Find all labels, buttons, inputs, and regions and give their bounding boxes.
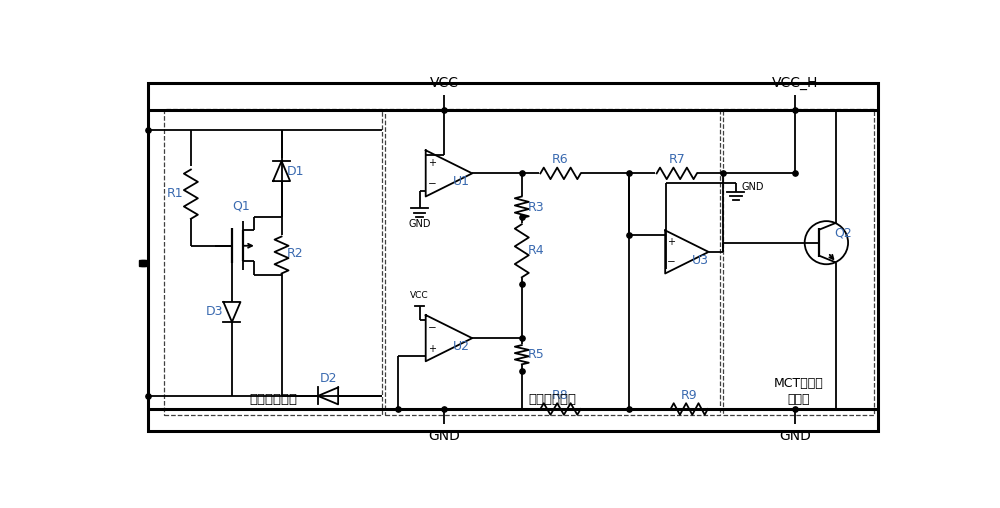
Text: GND: GND [408,219,431,229]
Text: D1: D1 [287,165,304,178]
Text: MCT高压开
关模块: MCT高压开 关模块 [774,377,823,406]
Text: VCC: VCC [430,76,459,90]
Bar [148,82,878,431]
Text: GND: GND [779,429,811,443]
Text: R2: R2 [287,247,304,260]
Text: R4: R4 [527,244,544,257]
Text: R6: R6 [552,153,569,166]
Text: D2: D2 [319,372,337,386]
Text: R3: R3 [527,201,544,214]
Text: +: + [428,343,436,354]
Text: R5: R5 [527,348,544,361]
Text: VCC_H: VCC_H [772,76,819,90]
Text: 电流检测模块: 电流检测模块 [249,393,297,406]
Text: −: − [428,323,436,333]
Text: −: − [667,257,676,267]
Text: Q2: Q2 [835,227,852,240]
Text: 差分放大模块: 差分放大模块 [529,393,577,406]
Text: +: + [428,158,436,168]
Text: R9: R9 [681,389,698,402]
Bar [164,109,382,415]
Text: Q1: Q1 [232,199,250,212]
Text: U2: U2 [453,340,470,353]
Bar [385,109,720,415]
Text: D3: D3 [206,305,224,319]
Text: R7: R7 [668,153,685,166]
Text: R1: R1 [167,187,184,200]
Text: −: − [428,179,436,189]
Text: +: + [667,237,675,247]
Text: R8: R8 [552,389,569,402]
Bar [723,109,874,415]
Text: U3: U3 [691,254,708,267]
Text: VCC: VCC [410,291,429,300]
Text: GND: GND [742,182,764,192]
Text: GND: GND [428,429,460,443]
Text: U1: U1 [453,175,470,188]
